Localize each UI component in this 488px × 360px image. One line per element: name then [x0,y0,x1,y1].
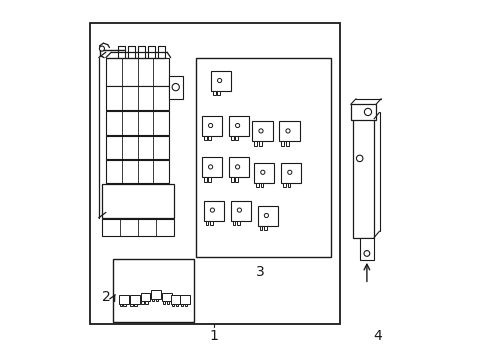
Circle shape [235,123,239,127]
Circle shape [260,170,264,174]
Circle shape [217,78,221,82]
Bar [163,301,165,303]
Bar [166,301,169,303]
Bar [203,201,224,221]
Text: 2: 2 [102,290,110,304]
Bar [202,116,222,136]
Bar [162,293,172,301]
Bar [350,104,375,120]
Bar [130,304,133,306]
Bar [232,221,235,225]
Bar [181,304,183,306]
Bar [119,295,128,304]
Circle shape [208,165,212,169]
Circle shape [172,84,179,91]
Bar [254,163,274,183]
Bar [208,136,211,140]
Circle shape [364,108,371,116]
Bar [145,301,147,303]
Bar [106,136,168,159]
Bar [264,226,266,230]
Bar [168,76,182,99]
Bar [255,183,258,187]
Circle shape [356,155,362,162]
Text: 3: 3 [256,265,264,279]
Circle shape [99,46,104,51]
Bar [230,201,250,221]
Bar [281,141,284,145]
Bar [175,304,178,306]
Circle shape [264,213,268,217]
Bar [208,177,211,181]
Circle shape [363,251,369,256]
Bar [235,136,238,140]
Bar [203,177,206,181]
Bar [106,111,168,135]
Bar [184,304,187,306]
Bar [279,121,299,141]
Text: 1: 1 [209,329,218,342]
Bar [287,183,290,187]
Bar [359,238,373,260]
Bar [196,58,330,257]
Bar [285,141,288,145]
Bar [134,304,137,306]
Bar [283,183,285,187]
Bar [230,177,233,181]
Bar [210,221,213,225]
Bar [151,290,161,299]
Bar [123,304,125,306]
Bar [106,86,168,110]
Bar [102,219,174,236]
Bar [211,71,231,91]
Circle shape [287,170,291,174]
Bar [156,299,158,301]
Text: 4: 4 [372,329,381,342]
Bar [89,23,339,324]
Bar [281,163,301,183]
Bar [217,91,220,95]
Circle shape [210,208,214,212]
Bar [113,259,194,322]
Bar [252,121,272,141]
Bar [235,177,238,181]
Bar [130,295,139,304]
Bar [102,184,174,218]
Bar [106,160,168,183]
Bar [180,295,189,304]
Bar [106,58,168,86]
Bar [352,119,373,238]
Bar [228,157,248,177]
Bar [257,206,277,226]
Bar [141,301,143,303]
Bar [152,299,154,301]
Bar [171,295,181,304]
Circle shape [208,123,212,127]
Bar [203,136,206,140]
Bar [205,221,208,225]
Bar [202,157,222,177]
Bar [259,226,262,230]
Bar [258,141,261,145]
Circle shape [237,208,241,212]
Circle shape [258,129,263,133]
Bar [120,304,122,306]
Bar [228,116,248,136]
Circle shape [285,129,289,133]
Bar [254,141,257,145]
Bar [237,221,240,225]
Bar [230,136,233,140]
Bar [171,304,174,306]
Bar [141,293,150,301]
Circle shape [235,165,239,169]
Bar [260,183,263,187]
Bar [212,91,215,95]
